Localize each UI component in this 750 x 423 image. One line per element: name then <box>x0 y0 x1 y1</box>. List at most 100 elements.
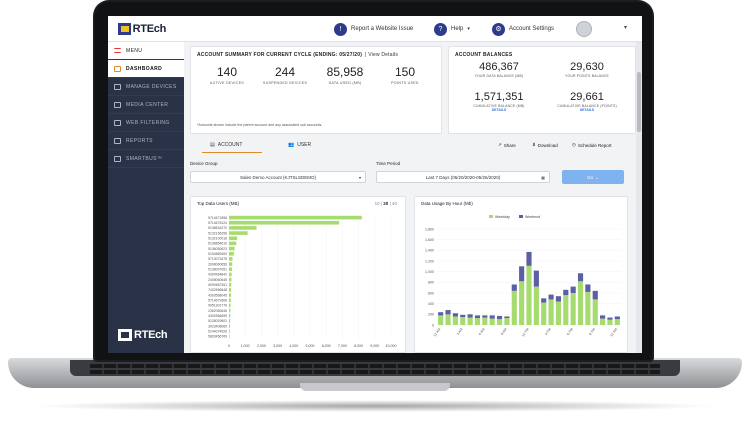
x-tick-label: 3 PM <box>544 327 552 336</box>
account-settings-label: Account Settings <box>509 26 555 32</box>
sidebar-item-manage-devices[interactable]: MANAGE DEVICES <box>108 78 184 96</box>
bar-weekday <box>526 265 532 325</box>
main-content: ACCOUNT SUMMARY FOR CURRENT CYCLE (ENDIN… <box>190 46 636 353</box>
chart-title: Top Data Users (MB) <box>197 201 240 206</box>
bar-weekday <box>438 315 444 325</box>
sidebar: MENU DASHBOARD MANAGE DEVICES MEDIA CENT… <box>108 42 184 353</box>
brand-logo[interactable]: RTEch <box>118 22 166 36</box>
bar-weekday <box>592 299 598 325</box>
y-tick-label: 2608060656 <box>208 262 227 266</box>
bar-weekday <box>585 291 591 325</box>
bar <box>229 220 340 225</box>
help-label: Help <box>451 26 464 32</box>
chart-title: Data Usage By Hour (Mb) <box>421 201 473 206</box>
bar <box>229 267 232 272</box>
device-group-label: Device Group <box>190 161 218 166</box>
help-button[interactable]: ? Help ▾ <box>434 22 470 36</box>
share-button[interactable]: ↗ Share <box>498 142 516 148</box>
bar <box>229 282 232 287</box>
bar <box>229 272 232 277</box>
sidebar-item-smartbus[interactable]: SMARTBUS™ <box>108 150 184 168</box>
bar-weekend <box>585 284 591 292</box>
stat-suspended-devices: 244 SUSPENDED DEVICES <box>257 65 313 86</box>
avatar[interactable] <box>576 21 592 37</box>
bar <box>229 236 238 241</box>
tab-account[interactable]: ▤ ACCOUNT <box>210 142 242 148</box>
chevron-down-icon[interactable]: ▾ <box>624 25 628 31</box>
sidebar-item-media-center[interactable]: MEDIA CENTER <box>108 96 184 114</box>
balance-label: CUMULATIVE BALANCE (MB) <box>473 104 525 108</box>
y-tick-label: 3023408060 <box>208 324 227 328</box>
page-size-selector[interactable]: 10 | 20 | 40 <box>374 201 397 206</box>
page-size-40[interactable]: 40 <box>391 201 397 206</box>
keyboard-row <box>90 370 660 374</box>
tab-label: USER <box>297 142 312 148</box>
time-period-value: Last 7 Days (05/20/2020-05/26/2020) <box>425 175 501 180</box>
y-tick-label: 4300964842 <box>208 273 227 277</box>
bar <box>229 324 230 328</box>
y-tick-label: 0 <box>432 323 434 327</box>
bar-weekend <box>438 312 444 316</box>
sidebar-item-label: REPORTS <box>126 137 153 144</box>
time-period-select[interactable]: Last 7 Days (05/20/2020-05/26/2020) ▦ <box>376 171 550 183</box>
bar <box>229 288 232 292</box>
x-tick-label: 7,000 <box>338 344 347 348</box>
scrollbar-thumb[interactable] <box>637 72 641 132</box>
y-tick-label: 5714676124 <box>208 221 227 225</box>
x-tick-label: 6 AM <box>478 327 486 336</box>
details-link[interactable]: DETAILS <box>491 108 507 112</box>
x-tick-label: 12 AM <box>609 327 618 337</box>
go-label: Go → <box>587 174 599 180</box>
report-issue-button[interactable]: ! Report a Website Issue <box>334 22 413 36</box>
share-label: Share <box>503 142 516 148</box>
clock-icon: ◷ <box>572 142 576 147</box>
stat-label: DATA USED (MB) <box>328 81 362 85</box>
bar-weekday <box>541 302 547 325</box>
x-tick-label: 6 PM <box>566 327 574 336</box>
x-tick-label: 12 PM <box>521 327 530 337</box>
view-details-link[interactable]: | View Details <box>365 52 399 58</box>
sidebar-item-dashboard[interactable]: DASHBOARD <box>108 60 184 78</box>
details-link[interactable]: DETAILS <box>579 108 595 112</box>
device-group-select[interactable]: Sales Demo Account (KJTSLSDEMO) ▾ <box>190 171 366 183</box>
bar-weekend <box>533 270 539 287</box>
sidebar-item-web-filtering[interactable]: WEB FILTERING <box>108 114 184 132</box>
stat-value: 244 <box>274 65 296 79</box>
bar-weekday <box>548 299 554 325</box>
balance-cumulative-data: 1,571,351 CUMULATIVE BALANCE (MB) DETAIL… <box>459 91 539 112</box>
x-tick-label: 3,000 <box>273 344 282 348</box>
account-settings-button[interactable]: ⚙ Account Settings <box>492 22 554 36</box>
sidebar-item-reports[interactable]: REPORTS <box>108 132 184 150</box>
sidebar-item-label: MANAGE DEVICES <box>126 83 177 90</box>
device-group-value: Sales Demo Account (KJTSLSDEMO) <box>239 175 317 180</box>
schedule-report-button[interactable]: ◷ Schedule Report <box>572 142 611 148</box>
sidebar-item-label: MEDIA CENTER <box>126 101 169 108</box>
bar-weekend <box>577 273 584 282</box>
page-size-20[interactable]: 20 <box>383 201 389 206</box>
bar-weekend <box>452 313 458 317</box>
data-usage-by-hour-card: Data Usage By Hour (Mb) Weekday Weekend 0 2… <box>414 196 628 353</box>
legend-label: Weekday <box>495 215 510 219</box>
logo-mark-icon <box>118 329 132 341</box>
filter-icon <box>114 119 121 126</box>
menu-toggle[interactable]: MENU <box>108 42 184 60</box>
go-button[interactable]: Go → <box>562 170 624 184</box>
account-summary-card: ACCOUNT SUMMARY FOR CURRENT CYCLE (ENDIN… <box>190 46 442 134</box>
stat-label: SUSPENDED DEVICES <box>262 81 308 85</box>
gear-icon: ⚙ <box>492 22 505 36</box>
calendar-icon: ▦ <box>541 175 545 180</box>
bar-weekday <box>577 281 584 325</box>
page-size-10[interactable]: 10 <box>374 201 380 206</box>
download-button[interactable]: ⬇ Download <box>532 142 558 148</box>
y-tick-label: 5138516270 <box>208 226 227 230</box>
stat-label: POINTS USED <box>391 81 419 85</box>
x-tick-label: 3 AM <box>456 327 464 336</box>
bar-weekend <box>496 315 503 320</box>
sidebar-logo: RTEch <box>118 329 168 341</box>
y-tick-label: 4302566659 <box>208 314 227 318</box>
bar-weekend <box>548 294 554 300</box>
dashboard-icon <box>114 65 121 72</box>
tab-user[interactable]: 👥 USER <box>288 142 311 148</box>
y-tick-label: 200 <box>428 313 434 317</box>
scrollbar[interactable] <box>636 42 642 353</box>
